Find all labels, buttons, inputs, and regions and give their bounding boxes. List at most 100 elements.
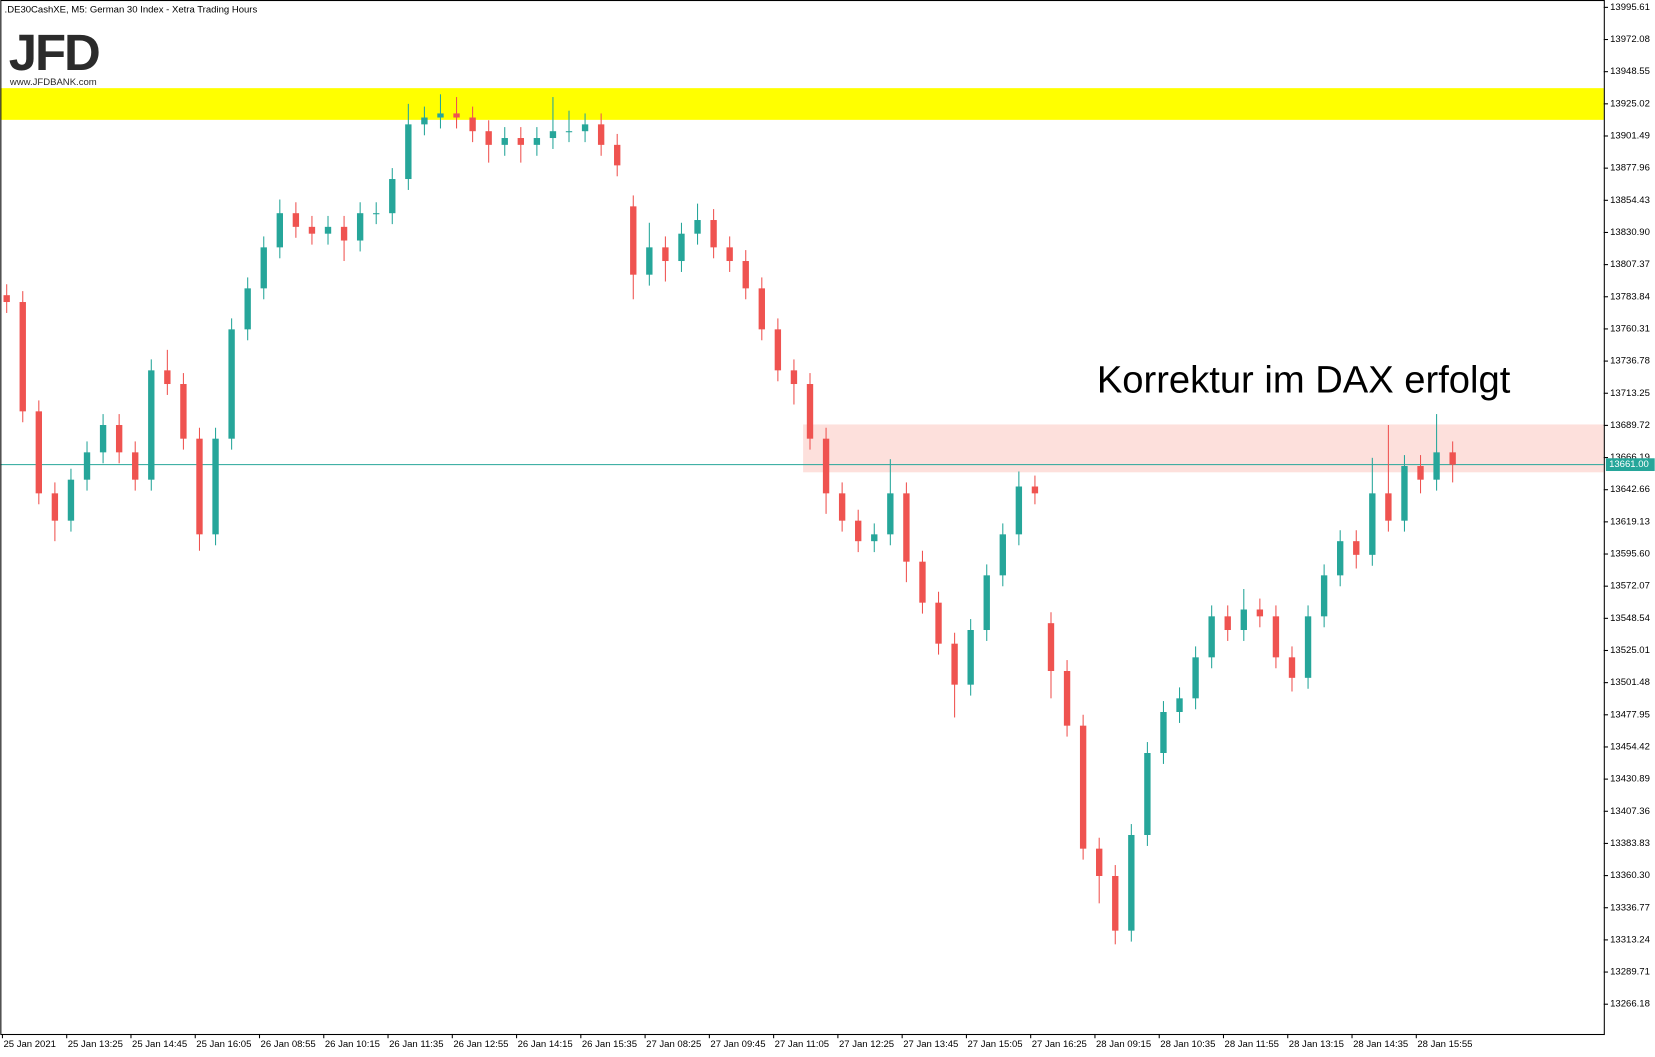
candle-body [1031,486,1039,494]
y-tick-label: 13854.43 [1610,195,1650,206]
y-tick-label: 13360.30 [1610,870,1650,881]
candle-body [1320,575,1328,617]
candle-body [1015,486,1023,535]
candle-body [51,493,59,521]
candle-body [1401,466,1408,521]
y-tick-label: 13289.71 [1610,967,1650,978]
candle-body [1288,657,1296,678]
y-tick-label: 13972.08 [1610,34,1650,45]
candle-body [1433,452,1440,480]
candle-body [469,117,476,132]
x-tick-label: 28 Jan 09:15 [1096,1039,1151,1050]
candle-body [1224,616,1231,631]
x-tick-label: 27 Jan 16:25 [1032,1039,1087,1050]
y-tick-label: 13925.02 [1610,98,1650,109]
y-tick-label: 13995.61 [1610,2,1650,13]
candle-body [581,124,589,132]
x-tick-label: 25 Jan 2021 [4,1039,56,1050]
y-tick-label: 13572.07 [1610,581,1650,592]
y-tick-label: 13760.31 [1610,323,1650,334]
candle-body [967,630,974,685]
candle-body [1096,848,1103,876]
candle-body [565,131,573,133]
plot-frame [0,0,1605,1036]
candle-body [421,117,428,125]
x-tick-label: 28 Jan 15:55 [1417,1039,1472,1050]
y-tick-label: 13877.96 [1610,163,1650,174]
x-tick-label: 28 Jan 11:55 [1225,1039,1279,1050]
candle-body [1417,466,1424,480]
y-tick-label: 13736.78 [1610,356,1650,367]
x-tick-label: 26 Jan 10:15 [325,1039,380,1050]
candle-body [276,213,283,248]
candle-body [1272,616,1280,658]
candle-body [983,575,990,631]
price-label: 13661.00 [1609,459,1649,470]
candle-body [838,493,846,521]
candle-body [855,520,862,542]
x-tick-label: 26 Jan 15:35 [582,1039,637,1050]
candle-body [19,302,26,412]
candle-body [790,370,798,385]
candle-body [1047,623,1055,672]
candle-body [244,288,251,330]
candle-body [951,643,958,685]
candles [3,94,1456,945]
y-tick-label: 13525.01 [1610,645,1650,656]
y-tick-label: 13948.55 [1610,66,1650,77]
candle-body [1385,493,1392,521]
candle-body [806,384,814,439]
candle-body [1240,609,1247,631]
x-tick-label: 26 Jan 14:15 [518,1039,573,1050]
y-tick-label: 13642.66 [1610,484,1650,495]
candle-body [517,138,524,145]
x-tick-label: 25 Jan 16:05 [196,1039,251,1050]
candle-body [533,138,541,145]
candle-body [662,247,669,262]
x-tick-label: 25 Jan 13:25 [68,1039,123,1050]
candle-body [1256,609,1264,617]
candle-body [485,131,492,145]
candle-body [340,226,348,241]
y-tick-label: 13501.48 [1610,677,1650,688]
candle-body [3,295,10,303]
candle-body [1144,752,1151,835]
x-tick-label: 28 Jan 13:15 [1289,1039,1344,1050]
y-tick-label: 13689.72 [1610,420,1650,431]
x-tick-label: 25 Jan 14:45 [132,1039,187,1050]
y-tick-label: 13407.36 [1610,806,1650,817]
candle-body [1208,616,1215,658]
candle-body [822,438,830,494]
x-tick-label: 26 Jan 11:35 [389,1039,443,1050]
chart-title: .DE30CashXE, M5: German 30 Index - Xetra… [5,5,258,16]
y-tick-label: 13783.84 [1610,291,1650,302]
candle-body [678,233,685,262]
candle-body [614,144,621,166]
candle-body [774,329,782,371]
candle-body [35,411,42,494]
candle-body [1449,452,1456,465]
y-tick-label: 13430.89 [1610,774,1650,785]
zones [0,88,1604,473]
y-tick-label: 13383.83 [1610,838,1650,849]
y-tick-label: 13336.77 [1610,902,1650,913]
candle-body [871,534,878,542]
x-tick-label: 27 Jan 15:05 [967,1039,1022,1050]
candle-body [726,247,733,262]
candle-body [99,425,107,453]
candle-body [646,247,653,275]
candle-body [212,438,219,535]
y-tick-label: 13454.42 [1610,741,1650,752]
candle-body [758,288,765,330]
candle-body [1304,616,1312,678]
y-tick-label: 13830.90 [1610,227,1650,238]
candle-body [1176,698,1183,713]
candle-body [356,213,364,241]
y-tick-label: 13619.13 [1610,516,1650,527]
x-tick-label: 26 Jan 12:55 [453,1039,508,1050]
y-tick-label: 13477.95 [1610,709,1650,720]
y-tick-label: 13901.49 [1610,131,1650,142]
logo-url: www.JFDBANK.com [9,77,97,88]
